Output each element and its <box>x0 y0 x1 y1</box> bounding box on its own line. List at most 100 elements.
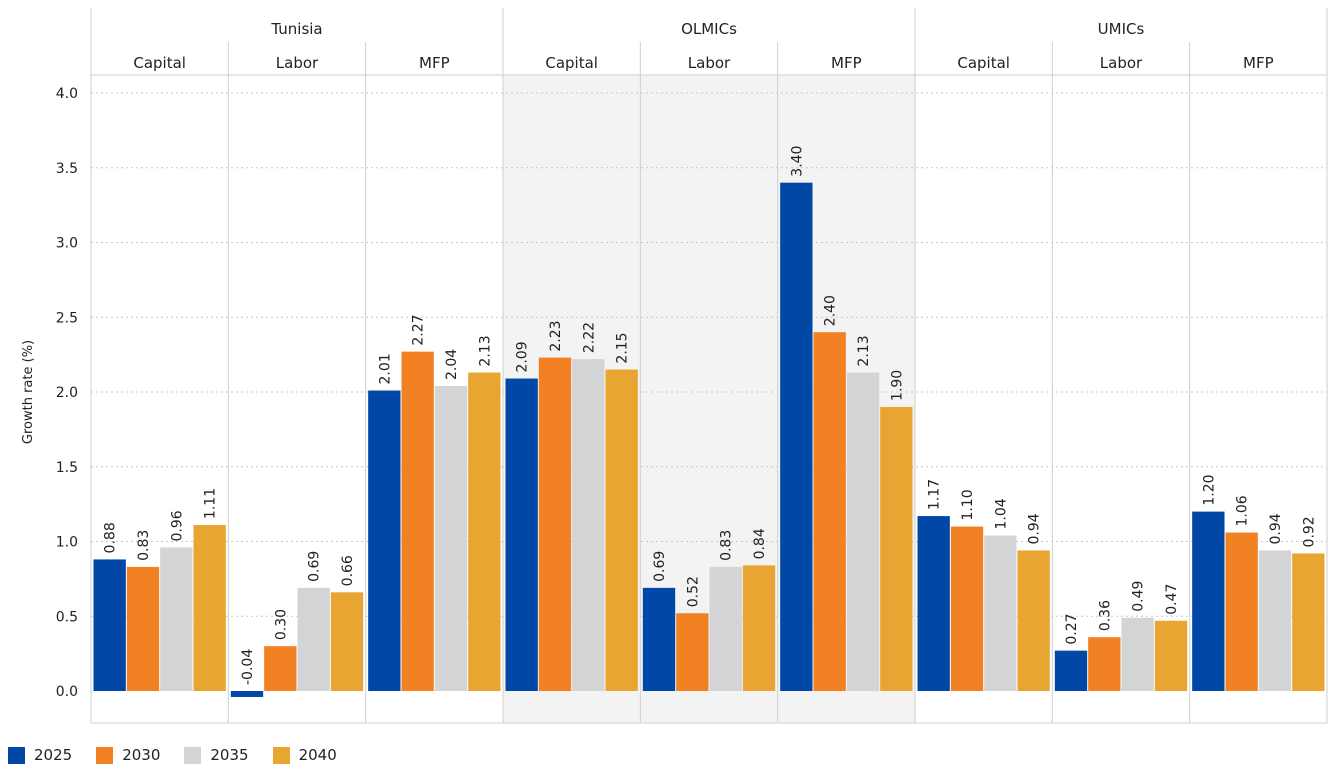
bar-2035 <box>297 587 330 691</box>
data-label: 0.69 <box>307 551 323 582</box>
legend-label: 2030 <box>122 746 161 764</box>
y-tick-label: 4.0 <box>56 86 78 102</box>
data-label: 2.22 <box>581 322 597 353</box>
y-tick-label: 1.0 <box>56 535 78 551</box>
data-label: 0.49 <box>1131 581 1147 612</box>
data-label: -0.04 <box>240 649 256 685</box>
bar-2030 <box>126 566 160 691</box>
category-label: Labor <box>1100 54 1143 72</box>
legend-item: 2040 <box>272 746 337 764</box>
bar-2025 <box>917 516 950 691</box>
data-label: 0.84 <box>752 528 768 559</box>
data-label: 0.47 <box>1164 584 1180 615</box>
data-label: 0.96 <box>169 510 185 541</box>
data-label: 1.04 <box>993 498 1009 529</box>
data-label: 1.11 <box>203 488 219 519</box>
bar-2030 <box>401 351 434 691</box>
data-label: 0.83 <box>136 530 152 561</box>
legend-item: 2025 <box>8 746 72 764</box>
bar-2030 <box>813 332 846 691</box>
category-label: Labor <box>276 54 319 72</box>
data-label: 0.88 <box>103 522 119 553</box>
data-label: 1.06 <box>1235 495 1251 526</box>
y-tick-label: 3.0 <box>56 236 78 252</box>
bar-2040 <box>1017 550 1050 691</box>
legend-item: 2030 <box>96 746 160 764</box>
data-label: 2.13 <box>477 335 493 366</box>
bar-2025 <box>780 182 813 691</box>
data-label: 0.66 <box>340 555 356 586</box>
bar-2025 <box>1192 511 1225 691</box>
data-label: 2.04 <box>444 349 460 380</box>
data-label: 1.10 <box>960 489 976 520</box>
group-label: Tunisia <box>270 20 322 38</box>
bar-2035 <box>709 566 742 691</box>
y-tick-label: 1.5 <box>56 460 78 476</box>
bar-2035 <box>846 372 880 691</box>
bar-2030 <box>950 526 984 691</box>
y-tick-label: 0.5 <box>56 609 78 625</box>
data-label: 1.20 <box>1201 474 1217 505</box>
group-shading <box>503 75 915 723</box>
data-label: 0.94 <box>1268 513 1284 544</box>
data-label: 1.90 <box>889 370 905 401</box>
data-label: 2.40 <box>823 295 839 326</box>
bar-2040 <box>330 592 364 691</box>
data-label: 2.15 <box>615 332 631 363</box>
category-label: MFP <box>1243 54 1274 72</box>
bar-chart: 0.0 0.5 1.0 1.5 2.0 2.5 3.0 3.5 4.0 Growth rate (… <box>21 8 1328 724</box>
data-label: 0.27 <box>1064 613 1080 644</box>
bar-2025 <box>368 390 401 691</box>
bar-2030 <box>1225 532 1258 691</box>
legend-label: 2025 <box>34 746 73 764</box>
data-label: 0.52 <box>685 576 701 607</box>
bar-2030 <box>676 613 709 691</box>
bar-2040 <box>193 525 226 691</box>
data-label: 0.94 <box>1027 513 1043 544</box>
data-label: 2.01 <box>377 353 393 384</box>
data-label: 2.27 <box>411 314 427 345</box>
category-label: Capital <box>957 54 1010 72</box>
data-label: 2.09 <box>515 341 531 372</box>
legend-swatch <box>184 746 202 764</box>
data-label: 3.40 <box>789 146 805 177</box>
y-tick-label: 2.0 <box>56 385 78 401</box>
bar-2025 <box>230 691 264 697</box>
group-label: UMICs <box>1098 20 1145 38</box>
category-label: MFP <box>831 54 862 72</box>
data-label: 2.23 <box>548 320 564 351</box>
bar-2040 <box>1154 620 1188 691</box>
data-label: 0.92 <box>1301 516 1317 547</box>
y-tick-label: 0.0 <box>56 684 78 700</box>
bar-2040 <box>468 372 501 691</box>
legend: 2025 2030 2035 2040 <box>8 746 361 764</box>
bar-2030 <box>264 646 297 691</box>
category-label: Labor <box>688 54 731 72</box>
legend-swatch <box>272 746 290 764</box>
bar-2035 <box>160 547 193 691</box>
bar-2025 <box>93 559 126 691</box>
bar-2040 <box>1292 553 1325 691</box>
bar-2040 <box>605 369 638 691</box>
legend-swatch <box>96 746 114 764</box>
bar-2035 <box>1258 550 1292 691</box>
bar-2035 <box>1121 617 1154 691</box>
legend-label: 2040 <box>298 746 337 764</box>
data-label: 0.83 <box>719 530 735 561</box>
bar-2025 <box>505 378 538 691</box>
data-label: 1.17 <box>927 479 943 510</box>
y-tick-label: 2.5 <box>56 310 78 326</box>
category-label: Capital <box>545 54 598 72</box>
bar-2040 <box>742 565 776 691</box>
bar-2025 <box>642 587 676 691</box>
bar-2030 <box>1088 637 1121 691</box>
bar-2030 <box>538 357 572 691</box>
y-tick-label: 3.5 <box>56 161 78 177</box>
bar-2025 <box>1054 650 1088 691</box>
y-axis-label: Growth rate (%) <box>21 340 36 444</box>
legend-swatch <box>8 746 25 764</box>
legend-label: 2035 <box>210 746 249 764</box>
data-label: 0.30 <box>273 609 289 640</box>
bar-2040 <box>880 406 913 691</box>
